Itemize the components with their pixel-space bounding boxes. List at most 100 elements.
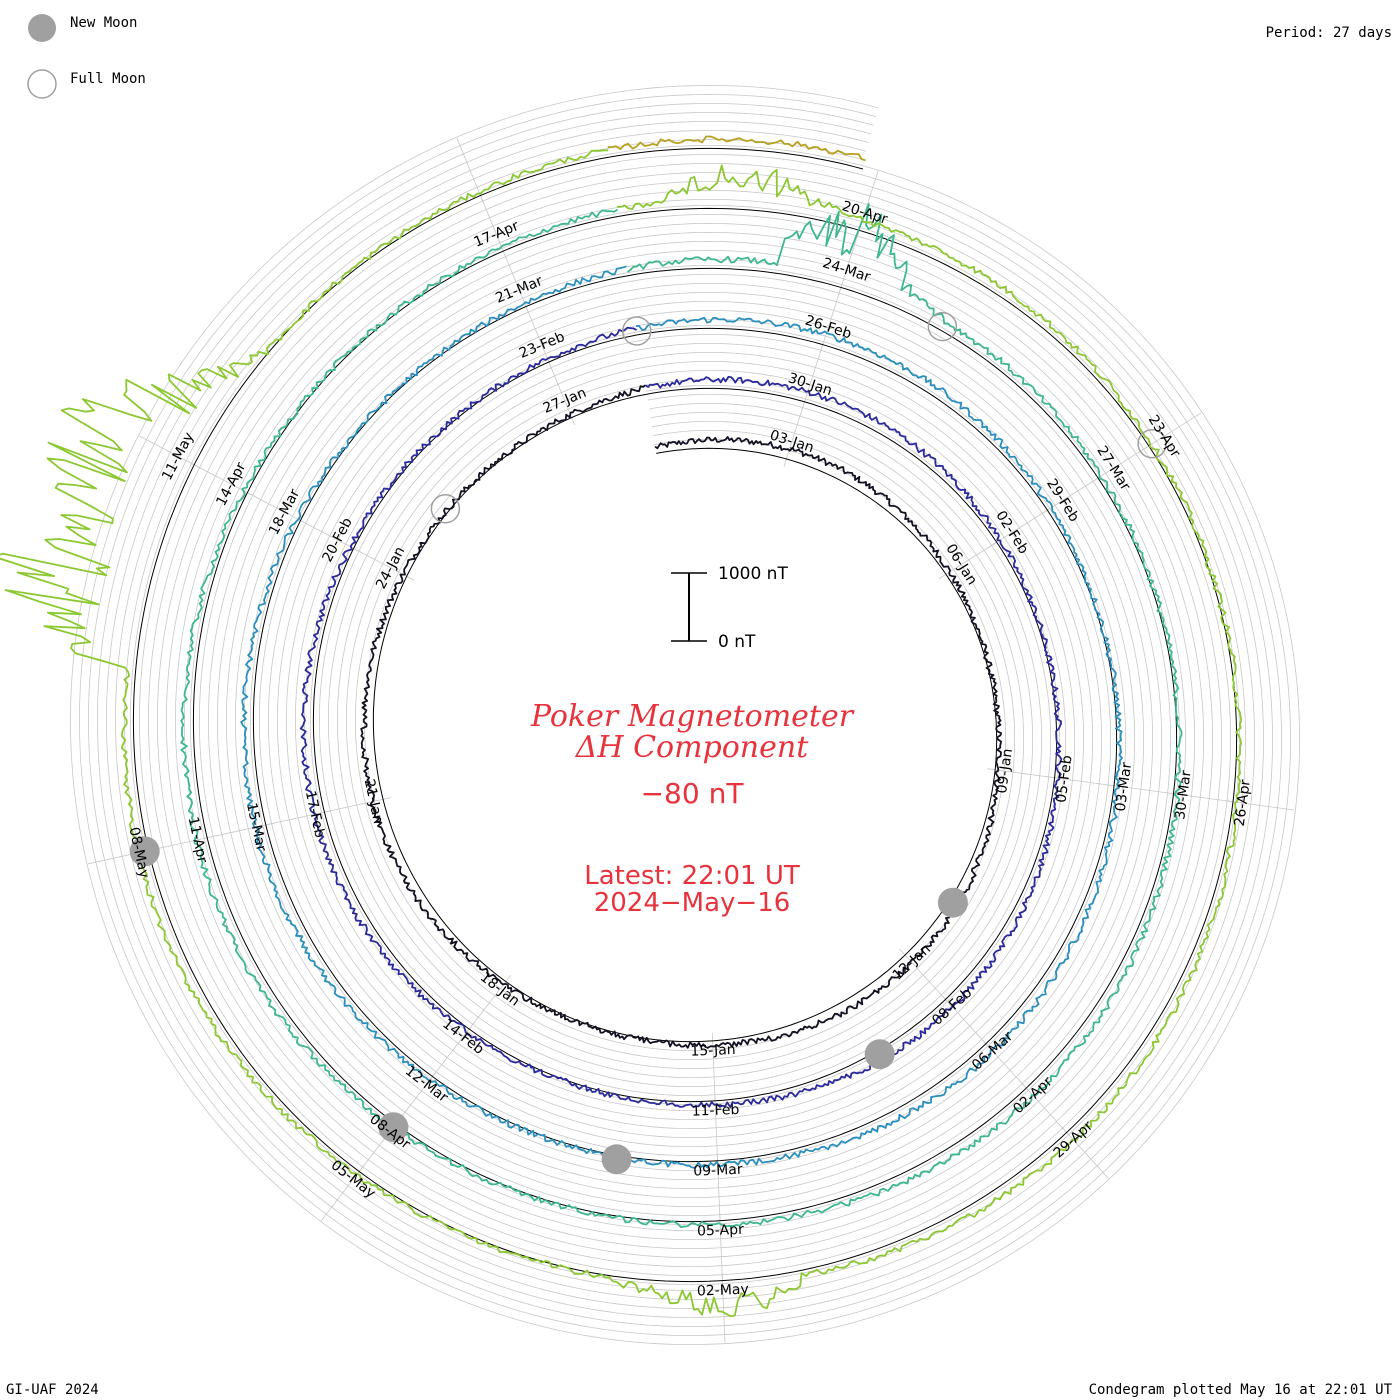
radial-tick [479,193,507,259]
grid-line [87,112,1283,1328]
date-label: 09-Jan [994,748,1016,795]
grid-line [286,307,1084,1129]
radial-tick [711,1032,716,1103]
grid-line [183,207,1187,1232]
date-label: 06-Mar [969,1028,1016,1073]
grid-line [147,171,1223,1268]
scale-bar: 1000 nT 0 nT [671,564,788,652]
date-label: 15-Jan [690,1042,736,1060]
current-value: −80 nT [641,777,745,810]
radial-tick [1061,1126,1109,1179]
baseline-ring [192,215,1178,1223]
full-moon-icon [622,316,652,346]
scale-top-label: 1000 nT [718,564,788,584]
date-label: 27-Mar [1093,443,1133,493]
baseline-ring [609,147,864,170]
trace-rotation-4 [180,203,1183,1228]
baseline-ring [132,156,1238,1283]
grid-line [244,266,1126,1171]
date-label: 11-Feb [691,1102,739,1120]
grid-line [604,120,869,143]
date-label: 18-Mar [266,486,303,537]
magnetometer-traces [0,135,1243,1318]
radial-tick [899,948,948,1002]
radial-tick [939,993,988,1046]
radial-tick [456,138,484,204]
radial-tick [721,1272,726,1343]
date-label: 17-Apr [472,218,522,251]
radial-tick [819,285,842,353]
radial-tick [838,228,861,296]
grid-line [600,93,877,117]
date-label: 05-Feb [1053,754,1075,803]
grid-line [114,139,1256,1301]
grid-line [78,103,1292,1337]
date-label: 03-Jan [768,427,816,456]
date-label: 21-Jan [361,778,386,826]
trace-rotation-6 [607,135,866,162]
full-moon-legend-icon [27,69,57,99]
grid-line [225,248,1144,1189]
grid-line [198,221,1172,1217]
grid-line [268,290,1102,1147]
grid-line [606,129,867,152]
date-label: 02-May [697,1282,749,1300]
baseline-ring [372,393,998,1043]
radial-tick [322,797,391,813]
radial-tick [980,1037,1028,1090]
credit-label: GI-UAF 2024 [6,1382,99,1398]
new-moon-icon [129,836,160,867]
radial-tick [1040,476,1101,515]
grid-line [304,325,1066,1111]
grid-line [156,180,1214,1259]
grid-line [259,281,1111,1156]
radial-tick [245,491,308,525]
radial-tick [1165,792,1236,803]
grid-line [105,130,1265,1310]
new-moon-legend-label: New Moon [70,15,137,31]
radial-tick [263,810,333,826]
grid-line [277,299,1093,1138]
date-label: 08-Feb [929,985,975,1029]
baseline-ring [312,334,1058,1103]
date-label: 30-Mar [1172,769,1194,820]
grid-line [96,121,1274,1319]
full-moon-icon [430,493,461,524]
grid-line [235,257,1135,1180]
date-label: 14-Apr [213,460,249,509]
radial-tick [139,435,202,469]
date-label: 20-Feb [319,515,355,565]
moon-phase-markers [129,311,1167,1175]
date-label: 11-May [159,430,197,483]
new-moon-icon [864,1039,895,1070]
date-label: 18-Jan [477,969,523,1009]
grid-line [602,102,874,126]
date-label: 11-Apr [185,815,211,864]
grid-line [174,198,1196,1241]
latest-date: 2024−May−16 [594,888,791,918]
grid-line [69,94,1301,1346]
grid-line [355,376,1015,1060]
radial-tick [1046,776,1117,787]
trace-rotation-5 [0,149,1243,1318]
grid-line [364,384,1006,1051]
trace-rotation-1 [360,384,1002,1049]
grid-line [603,111,872,135]
grid-line [129,153,1241,1286]
grid-line [328,349,1042,1087]
grid-line [123,147,1247,1292]
grid-line [346,367,1024,1069]
scale-bottom-label: 0 nT [718,632,756,652]
full-moon-legend-label: Full Moon [70,71,146,87]
date-label: 03-Mar [1113,761,1135,812]
trace-rotation-3 [240,265,1123,1169]
new-moon-legend-icon [28,14,56,42]
plotted-label: Condegram plotted May 16 at 22:01 UT [1089,1382,1393,1398]
grid-line [310,331,1060,1105]
radial-tick [1020,1081,1069,1135]
grid-line [295,316,1075,1120]
date-label: 09-Mar [693,1162,743,1180]
grid-line [319,340,1051,1096]
date-label: 17-Feb [302,789,328,839]
chart-title: Poker Magnetometer [530,699,855,734]
